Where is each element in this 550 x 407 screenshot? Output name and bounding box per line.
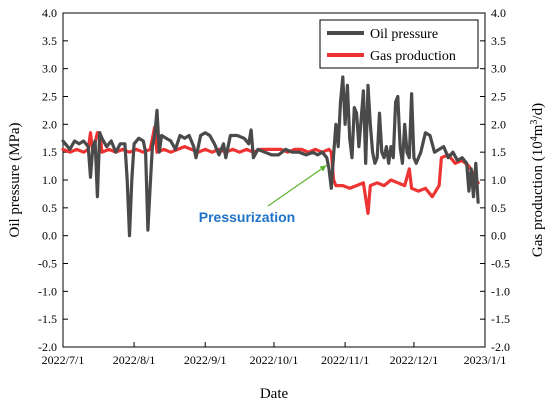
y-axis-left-title: Oil pressure (MPa) <box>7 123 23 238</box>
y-tick-label-left: 0.0 <box>42 229 57 243</box>
y-tick-label-left: 2.0 <box>42 117 57 131</box>
y-tick-label-left: -1.0 <box>38 284 57 298</box>
ticks: -2.0 -2.0 -1.5 -1.5 -1.0 -1.0 -0.5 -0.5 0.0 0.0 0.… <box>38 6 510 367</box>
y-tick-label-left: 2.5 <box>42 90 57 104</box>
annotation-arrowhead <box>319 165 327 172</box>
y-tick-label-right: 4.0 <box>491 6 506 20</box>
x-tick-label: 2022/8/1 <box>113 353 156 367</box>
y-tick-label-right: 2.0 <box>491 117 506 131</box>
legend-label-gas-production: Gas production <box>370 49 456 64</box>
y-tick-label-left: 4.0 <box>42 6 57 20</box>
annotation-label: Pressurization <box>199 209 295 225</box>
y-tick-label-left: -1.5 <box>38 312 57 326</box>
y-tick-label-right: -2.0 <box>491 340 510 354</box>
y-tick-label-right: 0.5 <box>491 201 506 215</box>
y-tick-label-left: 3.0 <box>42 62 57 76</box>
y-tick-label-left: -0.5 <box>38 257 57 271</box>
legend-box <box>319 19 479 69</box>
y-tick-label-left: 1.5 <box>42 145 57 159</box>
y-axis-right-title: Gas production (104m3/d) <box>529 103 547 257</box>
x-tick-label: 2022/7/1 <box>42 353 85 367</box>
y-tick-label-right: 1.0 <box>491 173 506 187</box>
y-tick-label-right: -1.0 <box>491 284 510 298</box>
y-tick-label-right: 3.5 <box>491 34 506 48</box>
x-tick-label: 2022/12/1 <box>390 353 439 367</box>
x-tick-label: 2022/9/1 <box>184 353 227 367</box>
y-tick-label-left: 0.5 <box>42 201 57 215</box>
legend: Oil pressure Gas production <box>319 19 479 69</box>
series-layer <box>61 75 480 238</box>
y-tick-label-right: 2.5 <box>491 90 506 104</box>
y-tick-label-left: 3.5 <box>42 34 57 48</box>
y-tick-label-right: 3.0 <box>491 62 506 76</box>
x-tick-label: 2023/1/1 <box>464 353 507 367</box>
series-line-gas-production <box>61 125 480 215</box>
y-tick-label-left: 1.0 <box>42 173 57 187</box>
x-tick-label: 2022/11/1 <box>321 353 369 367</box>
x-tick-label: 2022/10/1 <box>250 353 299 367</box>
y-tick-label-right: -0.5 <box>491 257 510 271</box>
series-line-oil-pressure <box>61 75 480 238</box>
y-tick-label-right: -1.5 <box>491 312 510 326</box>
annotation-arrow <box>267 164 327 207</box>
legend-label-oil-pressure: Oil pressure <box>370 27 438 42</box>
annotation: Pressurization <box>199 164 327 225</box>
y-tick-label-right: 0.0 <box>491 229 506 243</box>
x-axis-title: Date <box>260 386 289 402</box>
y-tick-label-right: 1.5 <box>491 145 506 159</box>
y-tick-label-left: -2.0 <box>38 340 57 354</box>
